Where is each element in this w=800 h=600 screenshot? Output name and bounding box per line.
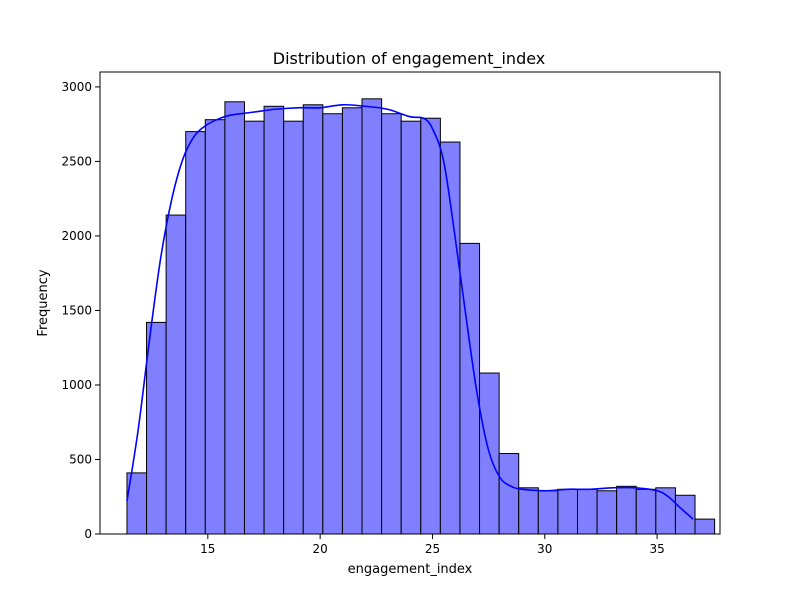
x-tick-label: 35 (649, 542, 664, 556)
histogram-bar (361, 98, 383, 535)
y-axis: 0 500 1000 1500 2000 2500 3000 (61, 80, 100, 541)
y-tick-label: 0 (84, 527, 92, 541)
histogram-bar (204, 119, 226, 535)
y-tick-label: 2000 (61, 229, 92, 243)
histogram-bar (185, 131, 206, 535)
histogram-bar (146, 321, 167, 535)
y-axis-label: Frequency (36, 269, 51, 336)
bars-group (126, 98, 716, 535)
histogram-bar (420, 117, 441, 535)
chart-title: Distribution of engagement_index (273, 49, 546, 69)
histogram-bar (263, 105, 285, 535)
x-axis-label: engagement_index (348, 562, 473, 577)
histogram-bar (557, 488, 578, 535)
x-tick-label: 25 (425, 542, 440, 556)
histogram-bar (694, 518, 716, 535)
histogram-bar (616, 485, 637, 535)
y-tick-label: 500 (69, 452, 92, 466)
histogram-bar (322, 113, 343, 535)
histogram-bar (381, 113, 402, 535)
histogram-bar (596, 490, 618, 535)
histogram-bar (302, 104, 324, 535)
y-tick-label: 3000 (61, 80, 92, 94)
y-tick-label: 1500 (61, 303, 92, 317)
x-tick-label: 30 (537, 542, 552, 556)
plot-frame (99, 71, 721, 535)
x-tick-label: 20 (313, 542, 328, 556)
histogram-bar (576, 488, 598, 535)
histogram-bar (518, 487, 539, 535)
kde-curve (126, 103, 694, 520)
y-tick-label: 1000 (61, 378, 92, 392)
histogram-bar (165, 214, 187, 535)
y-tick-label: 2500 (61, 154, 92, 168)
histogram-bar (400, 120, 422, 535)
histogram-bar (341, 107, 363, 535)
histogram-bar (243, 120, 265, 535)
histogram-bar (537, 490, 559, 535)
histogram-bar (674, 494, 696, 535)
histogram-bar (283, 120, 304, 535)
histogram-bar (498, 453, 520, 535)
x-axis: 15 20 25 30 35 (200, 534, 665, 556)
histogram-bar (224, 101, 245, 535)
histogram-bar (635, 488, 657, 535)
x-tick-label: 15 (200, 542, 215, 556)
